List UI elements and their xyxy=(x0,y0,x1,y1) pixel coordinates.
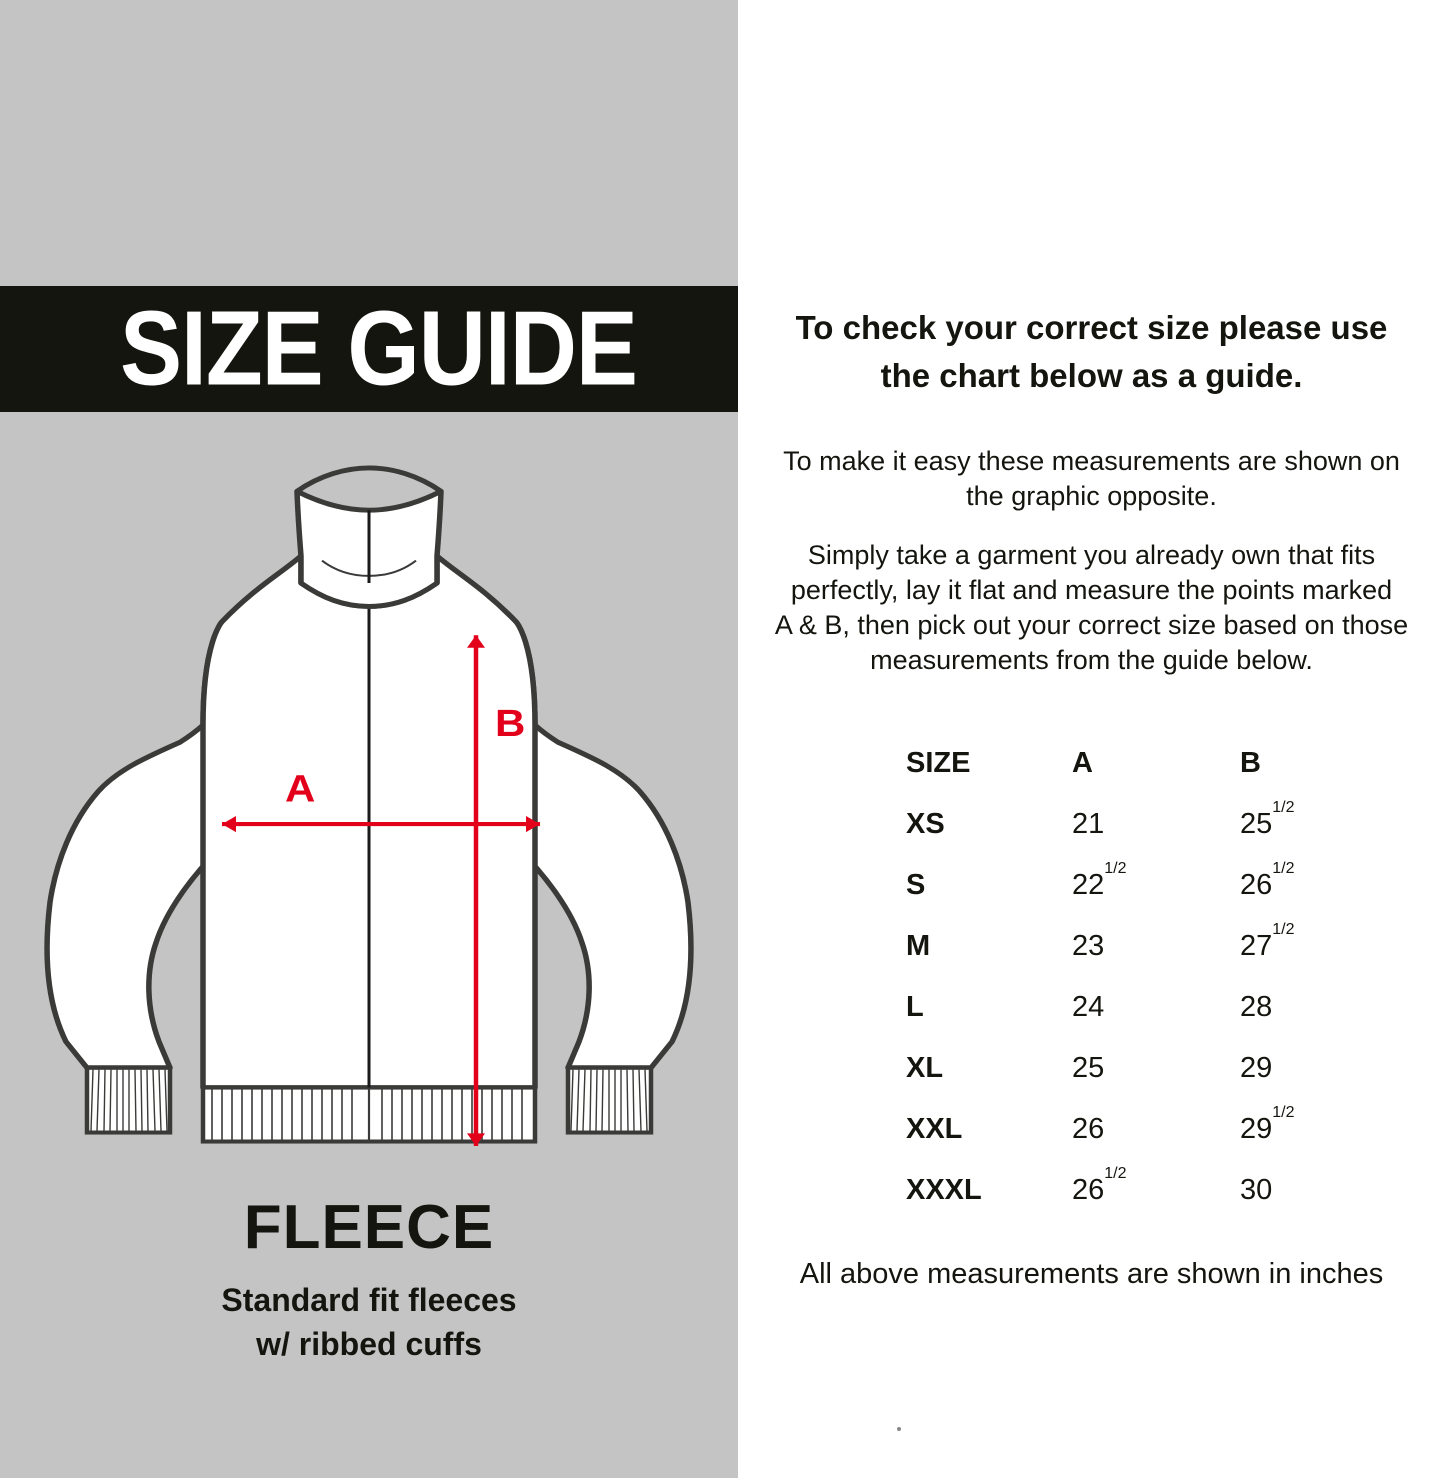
svg-text:B: B xyxy=(495,703,525,745)
svg-text:A: A xyxy=(285,768,315,810)
